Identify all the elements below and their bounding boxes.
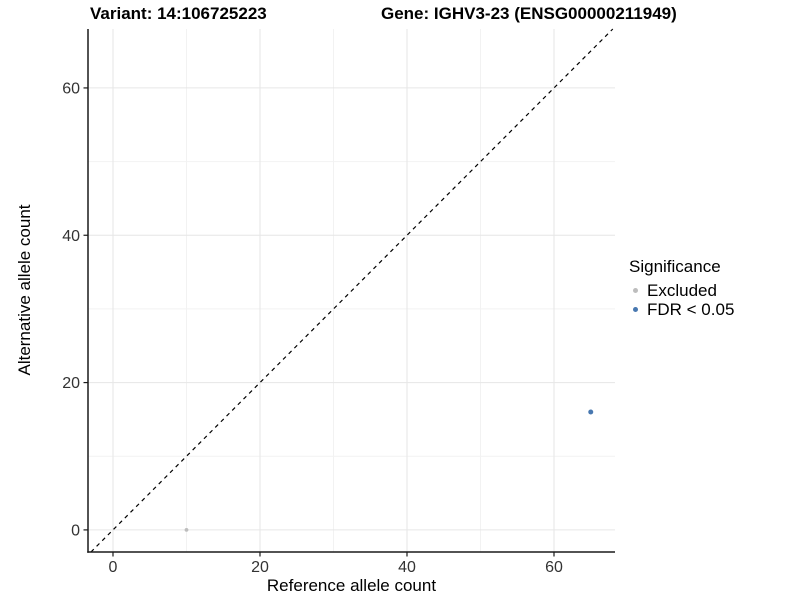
identity-dashed-line: [90, 28, 614, 553]
data-point-fdr-0-05: [588, 409, 594, 415]
y-tick-label: 40: [62, 228, 80, 245]
legend-swatch-excluded-icon: [633, 288, 638, 293]
y-tick-label: 0: [71, 522, 80, 539]
legend-item-excluded: Excluded: [629, 281, 734, 300]
legend-item-fdr: FDR < 0.05: [629, 300, 734, 319]
x-axis-title: Reference allele count: [266, 576, 437, 595]
legend: Significance Excluded FDR < 0.05: [629, 256, 734, 319]
y-tick-label: 60: [62, 80, 80, 97]
x-tick-label: 60: [545, 559, 563, 576]
plot-title-variant: Variant: 14:106725223: [90, 4, 267, 23]
plot-title-gene: Gene: IGHV3-23 (ENSG00000211949): [381, 4, 677, 23]
y-tick-label: 20: [62, 375, 80, 392]
x-tick-label: 40: [398, 559, 416, 576]
legend-title: Significance: [629, 257, 721, 276]
legend-label-fdr: FDR < 0.05: [647, 299, 735, 319]
x-tick-label: 20: [251, 559, 269, 576]
legend-label-excluded: Excluded: [647, 280, 717, 300]
data-point-excluded: [184, 528, 189, 532]
legend-swatch-fdr-icon: [633, 307, 638, 312]
y-axis-title: Alternative allele count: [15, 204, 34, 376]
x-tick-label: 0: [109, 559, 118, 576]
